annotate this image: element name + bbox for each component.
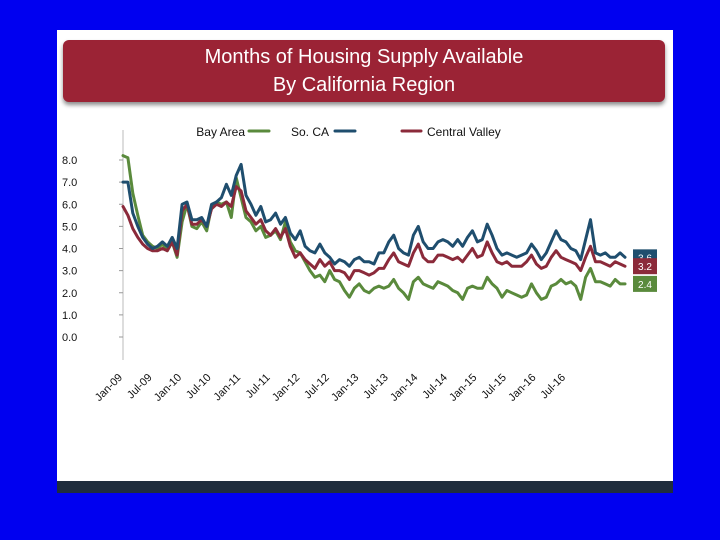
- x-tick-label: Jul-09: [125, 372, 155, 402]
- y-tick-label: 0.0: [62, 332, 77, 344]
- y-tick-label: 4.0: [62, 244, 77, 256]
- y-tick-label: 2.0: [62, 288, 77, 300]
- chart-title-banner: Months of Housing Supply Available By Ca…: [63, 40, 665, 102]
- x-tick-label: Jul-16: [538, 372, 568, 402]
- x-tick-label: Jan-14: [388, 372, 420, 404]
- y-tick-label: 3.0: [62, 266, 77, 278]
- end-value-label: 3.2: [638, 262, 652, 273]
- y-tick-label: 7.0: [62, 177, 77, 189]
- x-tick-label: Jul-11: [244, 372, 273, 401]
- series-layer: [121, 154, 627, 301]
- x-tick-label: Jan-09: [93, 372, 125, 404]
- end-value-badge: [633, 275, 657, 292]
- x-tick-label: Jul-10: [184, 372, 214, 402]
- title-line-2: By California Region: [272, 74, 456, 96]
- y-tick-label: 5.0: [62, 221, 77, 233]
- line-chart: Bay Area So. CA Central Valley 0.0 1.0 2.0 3.…: [62, 125, 657, 404]
- x-tick-label: Jul-14: [420, 372, 450, 402]
- slide-footer-bar: [57, 481, 673, 493]
- legend-label: So. CA: [291, 125, 329, 139]
- end-value-badge: [633, 258, 657, 275]
- x-tick-label: Jul-13: [361, 372, 391, 402]
- end-labels: 2.43.63.2: [633, 249, 657, 292]
- end-value-label: 2.4: [638, 280, 652, 291]
- legend-label: Central Valley: [427, 125, 501, 139]
- series-line-so-ca: [121, 162, 627, 268]
- legend-label: Bay Area: [196, 125, 245, 139]
- y-tick-label: 1.0: [62, 310, 77, 322]
- x-tick-label: Jan-12: [270, 372, 302, 404]
- x-tick-label: Jan-15: [447, 372, 479, 404]
- y-tick-label: 6.0: [62, 199, 77, 211]
- x-tick-label: Jul-12: [302, 372, 332, 402]
- title-line-1: Months of Housing Supply Available: [204, 46, 524, 68]
- legend: Bay Area So. CA Central Valley: [196, 125, 501, 139]
- slide: Months of Housing Supply Available By Ca…: [57, 30, 673, 493]
- x-tick-label: Jan-13: [329, 372, 361, 404]
- y-tick-label: 8.0: [62, 155, 77, 167]
- series-line-central-valley: [121, 185, 627, 281]
- x-tick-label: Jan-11: [212, 372, 244, 404]
- series-line-bay-area: [121, 154, 627, 301]
- x-tick-label: Jan-16: [506, 372, 538, 404]
- x-tick-label: Jan-10: [152, 372, 184, 404]
- x-tick-label: Jul-15: [479, 372, 509, 402]
